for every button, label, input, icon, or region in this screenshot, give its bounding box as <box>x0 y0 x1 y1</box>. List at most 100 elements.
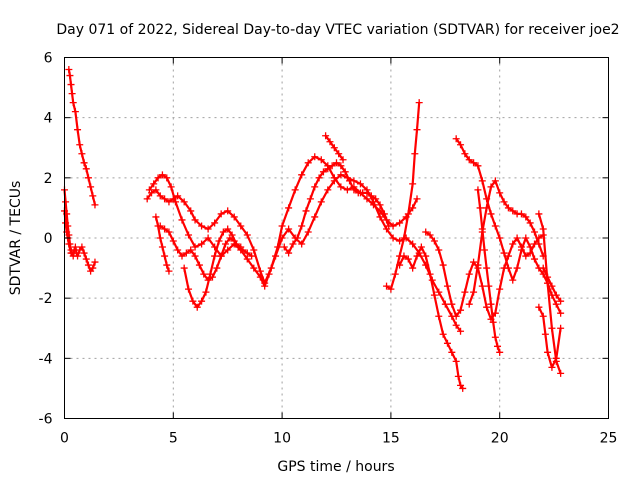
data-point <box>539 312 547 320</box>
data-point <box>302 207 310 215</box>
data-point <box>413 195 421 203</box>
data-layer <box>61 66 565 392</box>
data-point <box>66 72 74 80</box>
y-tick-label: 4 <box>44 111 53 127</box>
data-point <box>404 255 412 263</box>
data-point <box>182 249 190 257</box>
data-point <box>376 201 384 209</box>
series-trace <box>159 224 253 282</box>
data-point <box>396 261 404 269</box>
data-point <box>526 219 534 227</box>
y-tick-label: -2 <box>39 291 53 307</box>
data-point <box>522 252 530 260</box>
data-point <box>387 285 395 293</box>
data-point <box>69 99 77 107</box>
data-point <box>326 138 334 146</box>
data-point <box>496 234 504 242</box>
data-point <box>84 261 92 269</box>
data-point <box>304 159 312 167</box>
data-point <box>322 132 330 140</box>
data-point <box>457 306 465 314</box>
data-point <box>544 273 552 281</box>
data-point <box>396 237 404 245</box>
data-point <box>535 240 543 248</box>
data-point <box>185 231 193 239</box>
data-point <box>256 273 264 281</box>
data-point <box>337 162 345 170</box>
y-tick-label: 2 <box>44 171 53 187</box>
data-point <box>557 297 565 305</box>
series-arc6 <box>152 213 173 275</box>
data-point <box>396 219 404 227</box>
data-point <box>198 222 206 230</box>
data-point <box>383 282 391 290</box>
data-point <box>178 252 186 260</box>
data-point <box>548 324 556 332</box>
series-arc2 <box>65 66 99 209</box>
data-point <box>517 246 525 254</box>
data-point <box>385 222 393 230</box>
data-point <box>311 213 319 221</box>
data-point <box>470 258 478 266</box>
data-point <box>411 150 419 158</box>
series-trace <box>183 227 242 309</box>
data-point <box>487 300 495 308</box>
data-point <box>496 348 504 356</box>
data-point <box>204 234 212 242</box>
data-point <box>163 261 171 269</box>
data-point <box>339 156 347 164</box>
data-point <box>509 207 517 215</box>
data-point <box>291 186 299 194</box>
data-point <box>285 249 293 257</box>
data-point <box>504 204 512 212</box>
data-point <box>409 264 417 272</box>
data-point <box>389 234 397 242</box>
data-point <box>250 264 258 272</box>
data-point <box>504 264 512 272</box>
data-point <box>154 174 162 182</box>
x-tick-label: 15 <box>382 431 400 447</box>
data-point <box>232 240 240 248</box>
data-point <box>178 216 186 224</box>
data-point <box>380 210 388 218</box>
data-point <box>317 198 325 206</box>
data-point <box>87 183 95 191</box>
data-point <box>526 243 534 251</box>
data-point <box>500 249 508 257</box>
series-arc14 <box>452 135 565 317</box>
data-point <box>315 174 323 182</box>
data-point <box>76 141 84 149</box>
data-point <box>150 180 158 188</box>
data-point <box>224 225 232 233</box>
data-point <box>285 225 293 233</box>
data-point <box>67 81 75 89</box>
data-point <box>454 372 462 380</box>
data-point <box>552 291 560 299</box>
data-point <box>452 357 460 365</box>
data-point <box>330 144 338 152</box>
series-trace <box>455 137 562 315</box>
data-point <box>483 264 491 272</box>
series-arc19 <box>539 264 565 305</box>
x-tick-label: 10 <box>273 431 291 447</box>
data-point <box>156 234 164 242</box>
data-point <box>443 282 451 290</box>
data-point <box>341 168 349 176</box>
data-point <box>224 207 232 215</box>
data-point <box>189 297 197 305</box>
data-point <box>261 282 269 290</box>
data-point <box>65 66 73 74</box>
data-point <box>430 291 438 299</box>
data-point <box>71 108 79 116</box>
data-point <box>531 255 539 263</box>
data-point <box>202 288 210 296</box>
data-point <box>145 186 153 194</box>
data-point <box>237 222 245 230</box>
data-point <box>513 234 521 242</box>
y-tick-label: -4 <box>39 351 53 367</box>
data-point <box>280 243 288 251</box>
data-point <box>478 225 486 233</box>
data-point <box>335 150 343 158</box>
data-point <box>80 159 88 167</box>
data-point <box>391 270 399 278</box>
